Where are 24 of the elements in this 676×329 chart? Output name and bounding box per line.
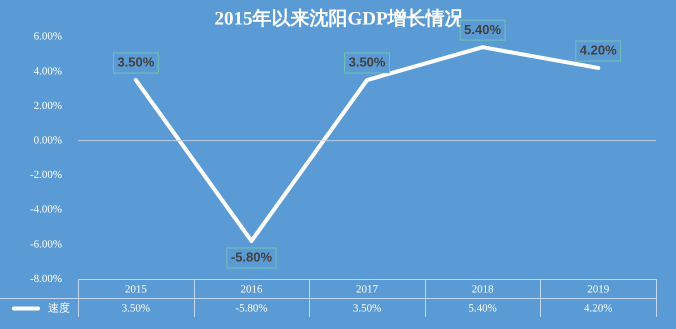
y-tick-label: -4.00% xyxy=(30,204,62,216)
text: 3.50% xyxy=(348,54,386,70)
y-tick-label: 0.00% xyxy=(34,134,62,146)
y-tick-label: -8.00% xyxy=(30,272,62,285)
y-tick-label: 4.00% xyxy=(34,65,62,78)
y-tick-label: -6.00% xyxy=(30,238,62,250)
text: 5.40% xyxy=(464,22,502,37)
data-label: -5.80% xyxy=(235,302,268,314)
y-tick-label: -2.00% xyxy=(30,169,62,182)
text: 3.50% xyxy=(117,54,154,70)
x-tick-label: 2019 xyxy=(587,283,610,296)
legend-label: 速度 xyxy=(48,301,70,314)
data-label: 4.20% xyxy=(584,302,612,314)
y-tick-label: 6.00% xyxy=(34,30,62,43)
text: 4.20% xyxy=(580,42,617,58)
data-label: 5.40% xyxy=(468,302,497,314)
y-tick-label: 2.00% xyxy=(34,100,62,112)
x-tick-label: 2016 xyxy=(240,283,263,296)
data-label: 3.50% xyxy=(352,302,382,314)
text: -5.80% xyxy=(230,250,272,265)
x-tick-label: 2017 xyxy=(356,283,379,296)
x-tick-label: 2018 xyxy=(472,283,494,296)
data-label: 3.50% xyxy=(122,302,150,314)
x-tick-label: 2015 xyxy=(124,283,148,296)
